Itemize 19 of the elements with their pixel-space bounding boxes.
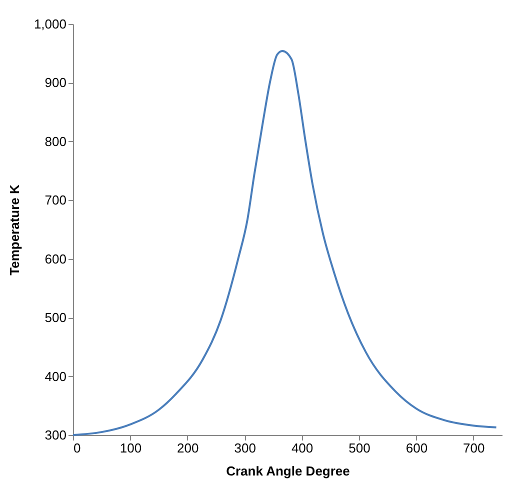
- y-tick-label: 900: [44, 75, 66, 90]
- y-tick-label: 600: [44, 251, 66, 266]
- y-tick-label: 300: [44, 428, 66, 442]
- x-tick-label: 400: [291, 440, 314, 456]
- x-tick-label: 200: [177, 440, 199, 456]
- x-tick-label: 300: [234, 440, 256, 456]
- x-tick-label: 100: [120, 440, 142, 456]
- y-tick-label: 500: [44, 310, 66, 326]
- y-axis-title: Temperature K: [6, 184, 22, 276]
- y-tick-label: 700: [44, 192, 66, 208]
- x-tick-label: 500: [348, 440, 370, 456]
- x-tick-label: 700: [463, 440, 485, 456]
- y-tick-label: 400: [44, 368, 66, 384]
- x-tick-label: 600: [406, 440, 428, 456]
- y-tick-label: 1,000: [34, 16, 66, 32]
- y-tick-label: 800: [44, 134, 66, 149]
- x-axis-title: Crank Angle Degree: [226, 464, 350, 478]
- x-tick-label: 0: [74, 440, 81, 456]
- line-series: [72, 50, 498, 436]
